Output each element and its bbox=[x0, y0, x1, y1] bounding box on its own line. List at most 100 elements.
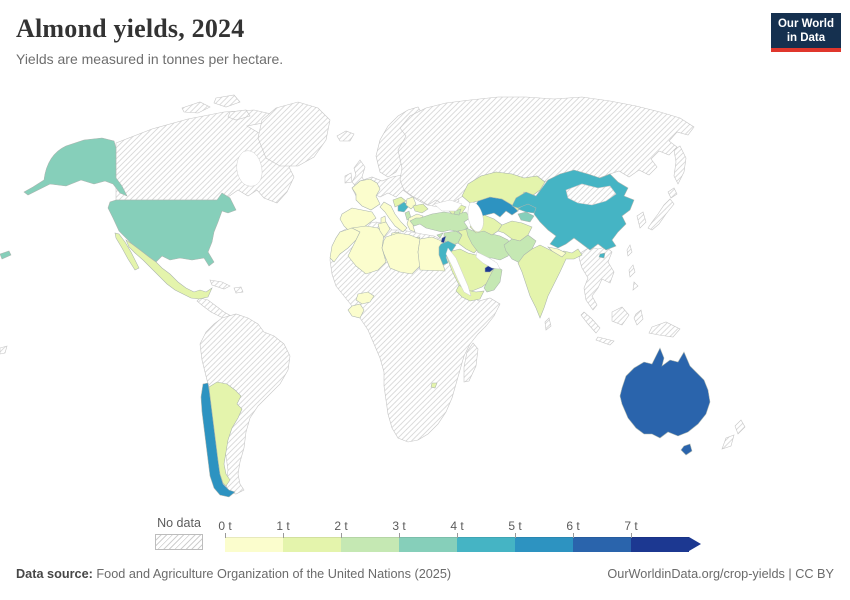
region-mongolia[interactable] bbox=[565, 183, 617, 206]
hudson-bay bbox=[236, 150, 263, 187]
legend-segment[interactable]: 4 t bbox=[450, 519, 515, 552]
logo-line1: Our World bbox=[777, 18, 834, 30]
legend-segment[interactable]: 2 t bbox=[334, 519, 399, 552]
region-hispaniola bbox=[233, 286, 244, 294]
owid-logo[interactable]: Our World in Data bbox=[770, 13, 841, 52]
data-source-label: Data source: bbox=[16, 567, 93, 581]
legend-tick bbox=[631, 533, 632, 538]
legend-segment[interactable]: 0 t bbox=[218, 519, 283, 552]
country-india[interactable] bbox=[517, 244, 583, 319]
legend-no-data[interactable]: No data bbox=[155, 516, 203, 550]
country-bulgaria[interactable] bbox=[412, 203, 429, 214]
no-data-label: No data bbox=[157, 516, 201, 530]
country-libya[interactable] bbox=[381, 232, 421, 275]
region-arctic-island-2 bbox=[213, 94, 241, 108]
region-philippines-1 bbox=[628, 264, 636, 278]
country-argentina[interactable] bbox=[208, 381, 243, 487]
country-nepal[interactable] bbox=[547, 246, 567, 258]
data-source: Data source: Food and Agriculture Organi… bbox=[16, 567, 451, 581]
legend-segment[interactable]: 1 t bbox=[276, 519, 341, 552]
legend-arrow-tip bbox=[689, 537, 701, 551]
country-france[interactable] bbox=[351, 178, 381, 211]
region-southeast-asia bbox=[578, 246, 615, 311]
legend-tick bbox=[515, 533, 516, 538]
country-oman[interactable] bbox=[483, 265, 503, 293]
region-new-guinea bbox=[648, 321, 681, 338]
country-mexico[interactable] bbox=[125, 239, 213, 300]
region-taiwan[interactable] bbox=[626, 244, 633, 257]
region-new-zealand-south[interactable] bbox=[721, 434, 735, 450]
country-cyprus[interactable] bbox=[436, 232, 444, 239]
region-iceland[interactable] bbox=[336, 130, 355, 142]
country-armenia[interactable] bbox=[453, 208, 462, 216]
country-eswatini[interactable] bbox=[430, 382, 438, 389]
legend-tick-label: 2 t bbox=[334, 519, 348, 533]
country-tajikistan[interactable] bbox=[517, 211, 535, 223]
caspian-sea bbox=[467, 202, 484, 232]
legend-tick bbox=[225, 533, 226, 538]
page-title: Almond yields, 2024 bbox=[16, 14, 245, 43]
legend-segment[interactable]: 7 t bbox=[624, 519, 689, 552]
region-sumatra bbox=[580, 311, 601, 334]
region-philippines-2 bbox=[632, 281, 639, 291]
country-hainan bbox=[598, 252, 606, 259]
legend-tick-label: 1 t bbox=[276, 519, 290, 533]
region-sri-lanka[interactable] bbox=[544, 317, 552, 331]
country-alaska-united-states[interactable] bbox=[23, 137, 128, 197]
region-arctic-island-3 bbox=[227, 109, 251, 121]
country-kazakhstan[interactable] bbox=[461, 171, 546, 212]
persian-gulf bbox=[475, 251, 501, 270]
country-cote-divoire[interactable] bbox=[347, 303, 365, 319]
region-russia[interactable] bbox=[397, 96, 695, 206]
region-sulawesi bbox=[633, 309, 644, 326]
legend: No data 0 t 1 t 2 t 3 t 4 t 5 t 6 t 7 t bbox=[0, 514, 850, 556]
legend-tick-label: 3 t bbox=[392, 519, 406, 533]
legend-tick bbox=[399, 533, 400, 538]
country-tasmania bbox=[680, 443, 693, 456]
legend-tick-label: 0 t bbox=[218, 519, 232, 533]
chart-subtitle: Yields are measured in tonnes per hectar… bbox=[16, 51, 284, 67]
country-tunisia[interactable] bbox=[377, 221, 391, 238]
logo-line2: in Data bbox=[786, 32, 826, 44]
owid-link[interactable]: OurWorldinData.org/crop-yields | CC BY bbox=[607, 567, 834, 581]
country-australia[interactable] bbox=[619, 347, 711, 439]
region-ireland[interactable] bbox=[344, 172, 353, 184]
region-korea[interactable] bbox=[636, 211, 647, 229]
country-spain-portugal[interactable] bbox=[339, 207, 377, 233]
no-data-swatch[interactable] bbox=[155, 534, 203, 550]
legend-colorbar: 0 t 1 t 2 t 3 t 4 t 5 t 6 t 7 t bbox=[218, 516, 701, 552]
legend-segment[interactable]: 5 t bbox=[508, 519, 573, 552]
region-java bbox=[595, 336, 615, 346]
region-edge-fragment bbox=[0, 345, 8, 355]
country-aleutian-fragment bbox=[0, 250, 12, 260]
region-cuba[interactable] bbox=[209, 279, 231, 290]
legend-tick bbox=[341, 533, 342, 538]
red-sea bbox=[445, 247, 472, 297]
legend-tick bbox=[283, 533, 284, 538]
region-new-zealand-north[interactable] bbox=[734, 419, 746, 435]
country-italy[interactable] bbox=[379, 201, 408, 233]
legend-tick bbox=[457, 533, 458, 538]
region-greenland[interactable] bbox=[257, 101, 331, 167]
legend-tick-label: 5 t bbox=[508, 519, 522, 533]
country-algeria[interactable] bbox=[347, 225, 387, 275]
region-borneo bbox=[611, 306, 630, 326]
country-burkina-faso[interactable] bbox=[355, 291, 375, 305]
legend-tick-label: 7 t bbox=[624, 519, 638, 533]
region-japan[interactable] bbox=[647, 198, 675, 231]
footer: Data source: Food and Agriculture Organi… bbox=[16, 567, 834, 581]
region-madagascar[interactable] bbox=[463, 342, 479, 383]
legend-tick bbox=[573, 533, 574, 538]
black-sea bbox=[433, 199, 463, 212]
region-arctic-island-1 bbox=[181, 101, 211, 114]
country-mexico-baja[interactable] bbox=[114, 232, 140, 271]
country-united-states[interactable] bbox=[107, 192, 237, 267]
legend-segment[interactable]: 3 t bbox=[392, 519, 457, 552]
legend-segment[interactable]: 6 t bbox=[566, 519, 631, 552]
region-hokkaido bbox=[667, 187, 678, 199]
region-kamchatka bbox=[673, 145, 687, 185]
legend-tick-label: 6 t bbox=[566, 519, 580, 533]
data-source-text: Food and Agriculture Organization of the… bbox=[96, 567, 452, 581]
